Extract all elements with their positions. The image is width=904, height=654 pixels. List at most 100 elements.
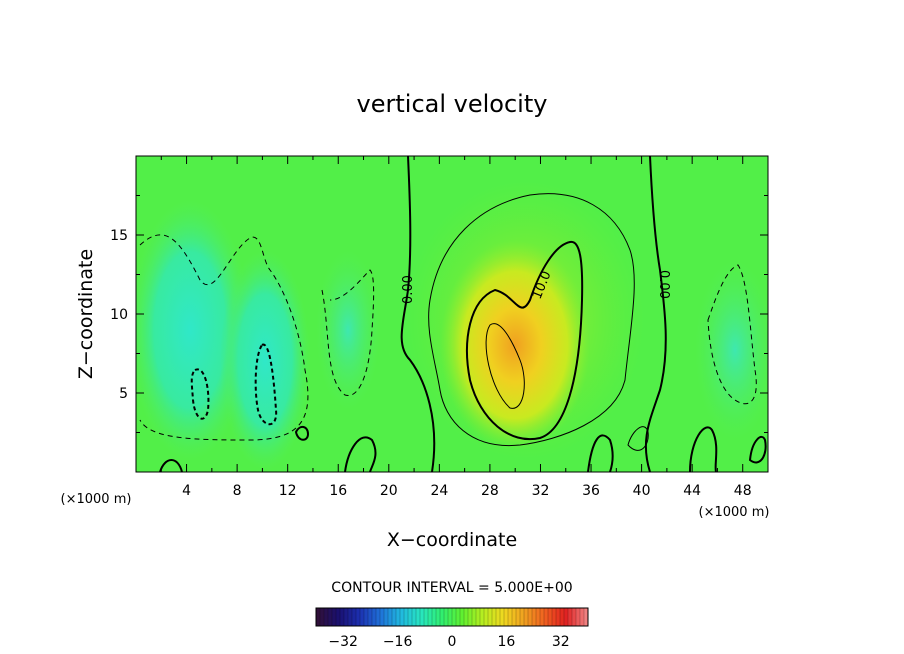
colorbar-segment	[348, 608, 353, 626]
colorbar-segment	[496, 608, 501, 626]
neg-ten-contour-b	[254, 343, 278, 426]
y-axis: 5 10 15	[110, 195, 768, 433]
small-contour-d	[587, 434, 614, 472]
colorbar-segment	[512, 608, 517, 626]
colorbar-segment	[368, 608, 373, 626]
colorbar-segment	[412, 608, 417, 626]
colorbar-segment	[508, 608, 513, 626]
colorbar-segment	[556, 608, 561, 626]
colorbar-segment	[416, 608, 421, 626]
colorbar-segment	[448, 608, 453, 626]
x-tick-label-32: 32	[532, 483, 550, 499]
colorbar-segment	[488, 608, 493, 626]
x-tick-label-36: 36	[582, 483, 600, 499]
colorbar-segment	[464, 608, 469, 626]
colorbar-segment	[420, 608, 425, 626]
colorbar-segment	[352, 608, 357, 626]
colorbar-segment	[480, 608, 485, 626]
colorbar-segment	[516, 608, 521, 626]
colorbar-segment	[404, 608, 409, 626]
colorbar-segment	[520, 608, 525, 626]
small-contour-e	[689, 426, 718, 472]
colorbar-segment	[328, 608, 333, 626]
contour-lines	[139, 156, 767, 472]
colorbar-segment	[576, 608, 581, 626]
colorbar-segment	[432, 608, 437, 626]
colorbar-segment	[376, 608, 381, 626]
colorbar-segment	[560, 608, 565, 626]
fifteen-contour	[485, 323, 525, 409]
x-unit-right: (×1000 m)	[699, 505, 770, 520]
colorbar-tick-label: −32	[328, 634, 358, 650]
x-tick-label-20: 20	[380, 483, 398, 499]
colorbar-segment	[340, 608, 345, 626]
colorbar-segment	[324, 608, 329, 626]
colorbar-segment	[544, 608, 549, 626]
colorbar-segment	[316, 608, 321, 626]
colorbar: −32 −16 0 16 32	[315, 607, 589, 650]
colorbar-segment	[552, 608, 557, 626]
x-tick-label-40: 40	[633, 483, 651, 499]
colorbar-segment	[548, 608, 553, 626]
y-tick-label-5: 5	[119, 386, 128, 402]
small-contour-f	[748, 435, 767, 464]
x-tick-label-24: 24	[430, 483, 448, 499]
colorbar-segment	[500, 608, 505, 626]
colorbar-segment	[572, 608, 577, 626]
x-tick-label-8: 8	[233, 483, 242, 499]
x-tick-label-44: 44	[683, 483, 701, 499]
colorbar-segment	[528, 608, 533, 626]
colorbar-segment	[532, 608, 537, 626]
colorbar-frame	[315, 607, 589, 627]
colorbar-segment	[456, 608, 461, 626]
colorbar-segment	[504, 608, 509, 626]
neg-contour-left	[139, 234, 309, 441]
cool-region-center	[220, 250, 310, 470]
colorbar-segment	[400, 608, 405, 626]
colorbar-segment	[360, 608, 365, 626]
chart-title: vertical velocity	[357, 90, 548, 118]
x-axis-label: X−coordinate	[387, 529, 517, 551]
colorbar-segment	[452, 608, 457, 626]
colorbar-segment	[472, 608, 477, 626]
colorbar-segment	[336, 608, 341, 626]
colorbar-tick-label: 0	[448, 634, 457, 650]
colorbar-segment	[460, 608, 465, 626]
colorbar-segment	[424, 608, 429, 626]
five-contour	[428, 193, 635, 447]
colorbar-segment	[332, 608, 337, 626]
colorbar-segment	[440, 608, 445, 626]
x-tick-label-48: 48	[734, 483, 752, 499]
colorbar-segment	[364, 608, 369, 626]
x-tick-label-12: 12	[279, 483, 297, 499]
small-contour-g	[627, 426, 649, 451]
colorbar-segment	[384, 608, 389, 626]
x-tick-label-4: 4	[182, 483, 191, 499]
y-tick-label-15: 15	[110, 228, 128, 244]
colorbar-segment	[580, 608, 585, 626]
x-tick-label-16: 16	[329, 483, 347, 499]
colorbar-segment	[356, 608, 361, 626]
colorbar-tick-label: 32	[552, 634, 570, 650]
colorbar-segment	[468, 608, 473, 626]
cool-region-left	[136, 200, 250, 460]
colorbar-segment	[444, 608, 449, 626]
contour-label-zero-right: 0.00	[656, 270, 671, 299]
colorbar-segment	[388, 608, 393, 626]
updraft-core	[440, 240, 590, 450]
colorbar-tick-label: −16	[383, 634, 413, 650]
x-unit-left: (×1000 m)	[61, 492, 132, 507]
y-axis-label: Z−coordinate	[75, 249, 97, 379]
colorbar-segment	[392, 608, 397, 626]
neg-ten-contour-a	[190, 368, 210, 420]
contour-label-zero-left: 0.00	[401, 275, 416, 304]
colorbar-segment	[492, 608, 497, 626]
colorbar-segment	[536, 608, 541, 626]
colorbar-segment	[524, 608, 529, 626]
colorbar-segment	[428, 608, 433, 626]
zero-contour-left	[400, 156, 436, 472]
colorbar-segment	[564, 608, 569, 626]
colorbar-segment	[568, 608, 573, 626]
neg-contour-mid	[321, 269, 375, 396]
colorbar-segment	[344, 608, 349, 626]
